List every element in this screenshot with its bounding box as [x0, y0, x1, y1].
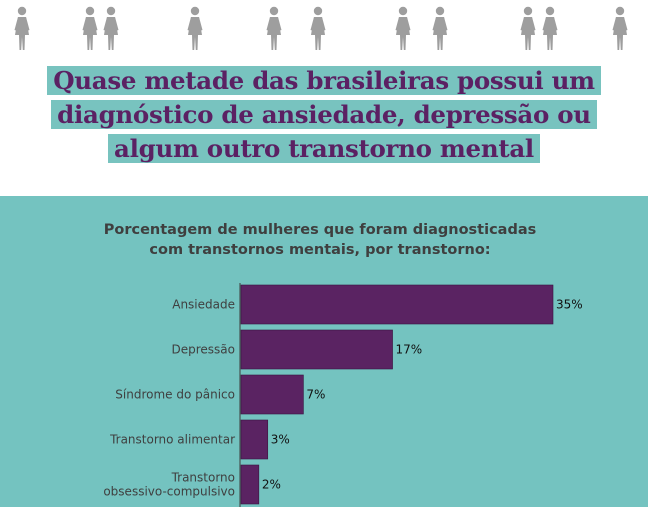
- bar: [240, 419, 269, 460]
- chart-title-line-2: com transtornos mentais, por transtorno:: [149, 242, 491, 258]
- woman-icon: [430, 6, 450, 52]
- bar-value-label: 35%: [556, 298, 583, 312]
- woman-icon: [185, 6, 205, 52]
- woman-icon: [264, 6, 284, 52]
- category-label: obsessivo-compulsivo: [103, 485, 235, 499]
- woman-icon: [393, 6, 413, 52]
- header-band: Quase metade das brasileiras possui um d…: [0, 0, 648, 194]
- bar-value-label: 3%: [271, 433, 290, 447]
- category-label: Ansiedade: [172, 298, 235, 312]
- headline-line-2: diagnóstico de ansiedade, depressão ou: [0, 98, 648, 132]
- category-label: Transtorno: [171, 471, 235, 485]
- bar-value-label: 17%: [396, 343, 423, 357]
- bar: [240, 374, 304, 415]
- woman-icon: [518, 6, 538, 52]
- headline-line-1: Quase metade das brasileiras possui um: [0, 64, 648, 98]
- category-label: Depressão: [172, 343, 236, 357]
- bar: [240, 284, 554, 325]
- chart-title-line-1: Porcentagem de mulheres que foram diagno…: [103, 222, 537, 238]
- woman-icon: [308, 6, 328, 52]
- bar: [240, 329, 393, 370]
- bar-value-label: 2%: [262, 478, 281, 492]
- chart-title: Porcentagem de mulheres que foram diagno…: [0, 220, 640, 260]
- chart-panel: Porcentagem de mulheres que foram diagno…: [0, 196, 648, 507]
- headline-line-3: algum outro transtorno mental: [0, 132, 648, 166]
- bar-value-label: 7%: [306, 388, 325, 402]
- woman-icon-row: [0, 6, 648, 54]
- bar-chart: 35% Ansiedade 17% Depressão 7% Síndrome do pâ…: [103, 283, 583, 507]
- woman-icon: [80, 6, 100, 52]
- woman-icon: [101, 6, 121, 52]
- woman-icon: [12, 6, 32, 52]
- bar: [240, 464, 260, 505]
- headline: Quase metade das brasileiras possui um d…: [0, 64, 648, 166]
- category-label: Síndrome do pânico: [115, 388, 235, 402]
- woman-icon: [610, 6, 630, 52]
- woman-icon: [540, 6, 560, 52]
- category-label: Transtorno alimentar: [109, 433, 235, 447]
